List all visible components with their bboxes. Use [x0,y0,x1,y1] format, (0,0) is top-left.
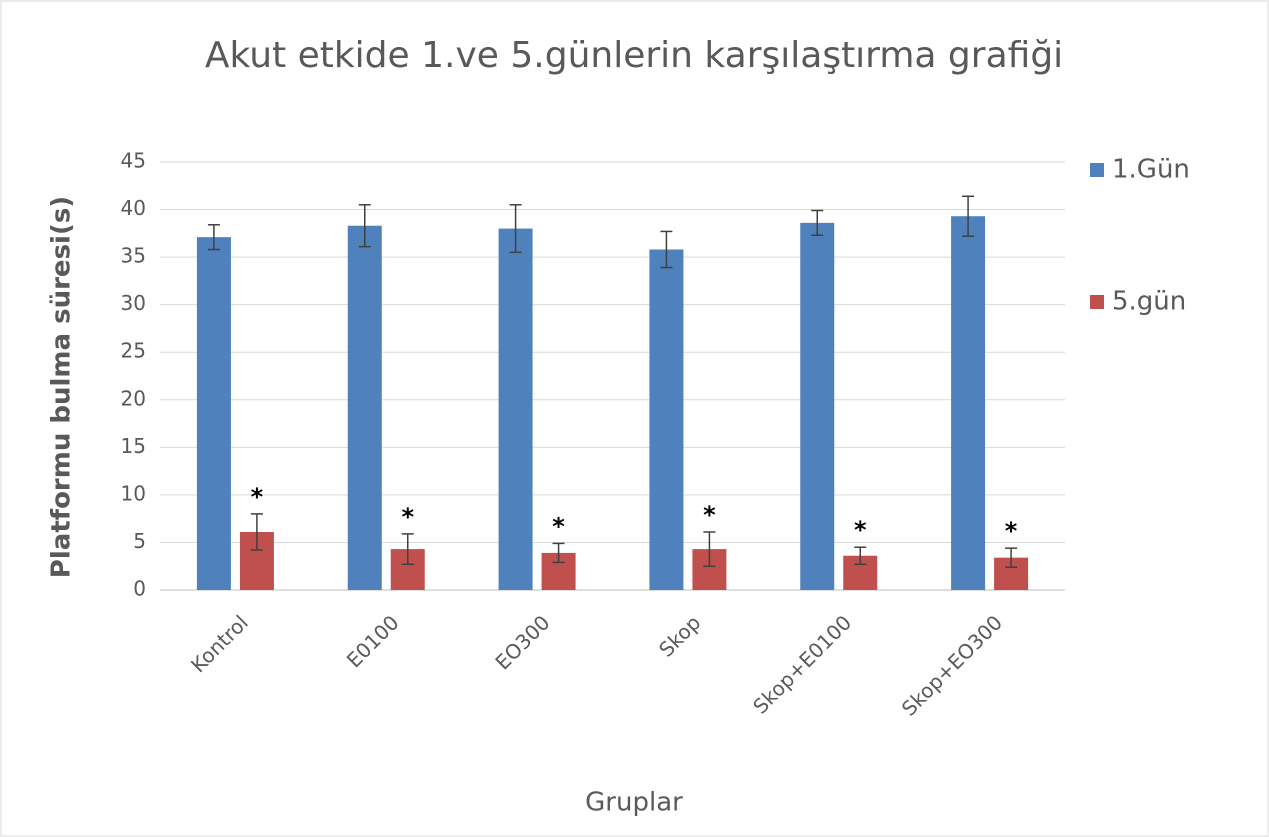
significance-marker: * [703,501,716,529]
legend-swatch [1090,295,1104,309]
y-tick-label: 20 [121,386,146,410]
legend-label: 1.Gün [1112,155,1190,185]
y-tick-label: 15 [121,434,146,458]
legend-label: 5.gün [1112,287,1186,317]
x-axis-label: Gruplar [585,788,683,818]
y-tick-label: 45 [121,149,146,173]
significance-marker: * [552,512,565,540]
y-tick-label: 25 [121,339,146,363]
significance-marker: * [1005,517,1018,545]
bar [498,228,533,591]
legend-swatch [1090,163,1104,177]
significance-marker: * [401,503,414,531]
y-axis-label: Platformu bulma süresi(s) [47,196,77,578]
y-tick-label: 0 [133,577,146,601]
chart-title: Akut etkide 1.ve 5.günlerin karşılaştırm… [205,35,1063,76]
bar [347,225,382,591]
bar [196,237,231,591]
y-tick-label: 35 [121,244,146,268]
significance-marker: * [854,516,867,544]
y-tick-label: 40 [121,196,146,220]
y-tick-label: 30 [121,291,146,315]
bar [800,222,835,591]
y-tick-label: 5 [133,529,146,553]
y-tick-label: 10 [121,481,146,505]
bar [649,249,684,590]
significance-marker: * [251,483,264,511]
bar [951,216,986,591]
